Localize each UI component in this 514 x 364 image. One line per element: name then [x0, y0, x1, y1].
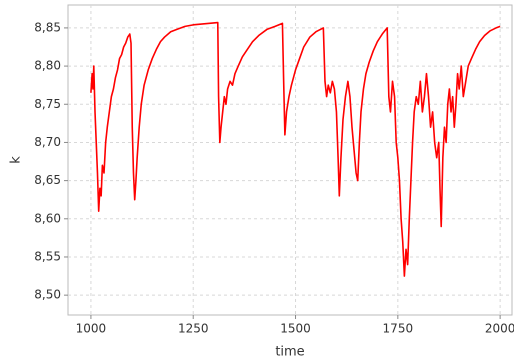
y-tick-label: 8,55	[34, 249, 61, 263]
y-axis-label: k	[9, 156, 24, 164]
x-axis-label: time	[275, 345, 304, 360]
x-tick-label: 1000	[76, 322, 107, 336]
x-tick-label: 1250	[178, 322, 209, 336]
y-tick-label: 8,75	[34, 97, 61, 111]
y-tick-label: 8,50	[34, 288, 61, 302]
x-tick-label: 1500	[280, 322, 311, 336]
y-tick-label: 8,80	[34, 59, 61, 73]
y-tick-label: 8,60	[34, 211, 61, 225]
x-tick-label: 2000	[485, 322, 514, 336]
y-tick-label: 8,85	[34, 20, 61, 34]
y-tick-label: 8,65	[34, 173, 61, 187]
y-tick-label: 8,70	[34, 135, 61, 149]
x-tick-label: 1750	[383, 322, 414, 336]
data-line	[90, 21, 501, 277]
plot-area	[67, 4, 513, 316]
